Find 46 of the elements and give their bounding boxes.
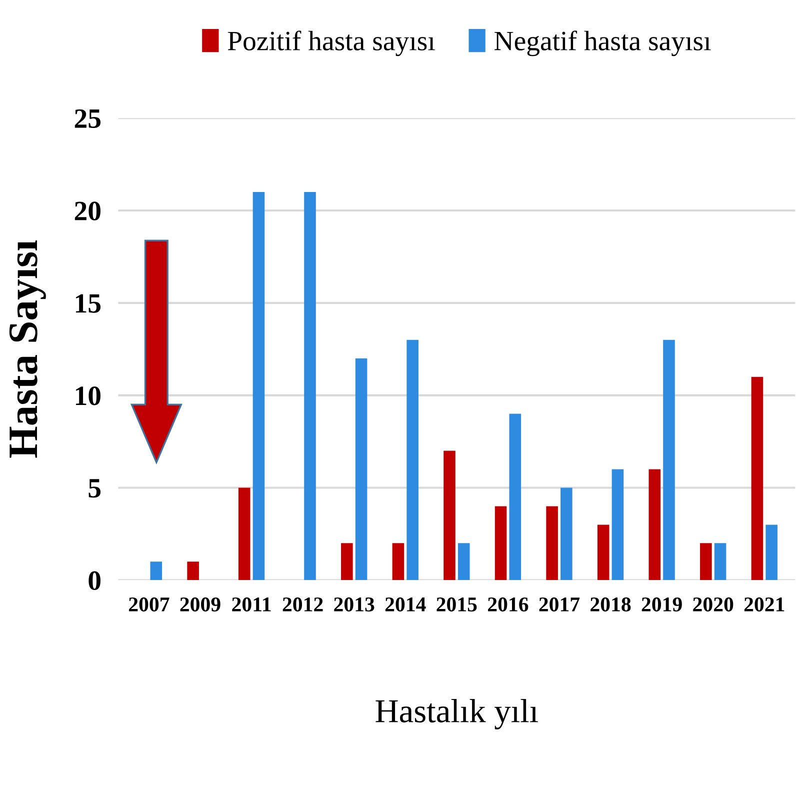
bar [560,488,572,580]
bar [406,340,418,580]
y-tick-label: 10 [76,386,100,406]
bar [612,469,624,580]
bar [392,543,404,580]
x-tick-label: 2009 [180,597,220,612]
bar [597,524,610,580]
bar [663,340,675,580]
x-tick-label: 2012 [282,597,323,612]
x-tick-label: 2017 [539,597,580,612]
bar [444,450,456,580]
legend-label: Negatif hasta sayısı [494,30,711,56]
bar [150,562,162,580]
y-tick-label: 20 [74,202,100,220]
bar [238,488,250,580]
x-tick-label: 2007 [129,597,170,612]
x-axis-title: Hastalık yılı [376,699,538,730]
bar [700,543,712,580]
bar [546,506,558,580]
x-tick-label: 2021 [744,597,784,612]
bar [252,192,265,580]
x-tick-label: 2020 [693,597,734,612]
x-tick-label: 2018 [590,597,631,612]
bar [714,543,726,580]
bar [355,358,368,580]
bar [494,506,507,580]
y-tick-label: 15 [76,294,101,313]
y-axis-title: Hasta Sayısı [9,240,46,458]
bar [187,562,199,580]
y-tick-label: 0 [88,571,100,590]
y-tick-label: 25 [74,109,101,128]
bar [751,376,764,580]
y-tick-label: 5 [88,479,101,498]
bar [509,414,522,580]
x-tick-label: 2019 [642,597,682,612]
x-tick-label: 2011 [232,597,271,612]
x-tick-label: 2016 [488,597,528,612]
bar [341,543,353,580]
bar [458,543,470,580]
x-tick-label: 2013 [334,597,374,612]
bar [648,469,661,580]
bar [766,524,778,580]
x-tick-label: 2015 [436,597,477,612]
legend-label: Pozitif hasta sayısı [228,30,435,56]
x-tick-label: 2014 [385,597,426,612]
bar [304,192,316,580]
